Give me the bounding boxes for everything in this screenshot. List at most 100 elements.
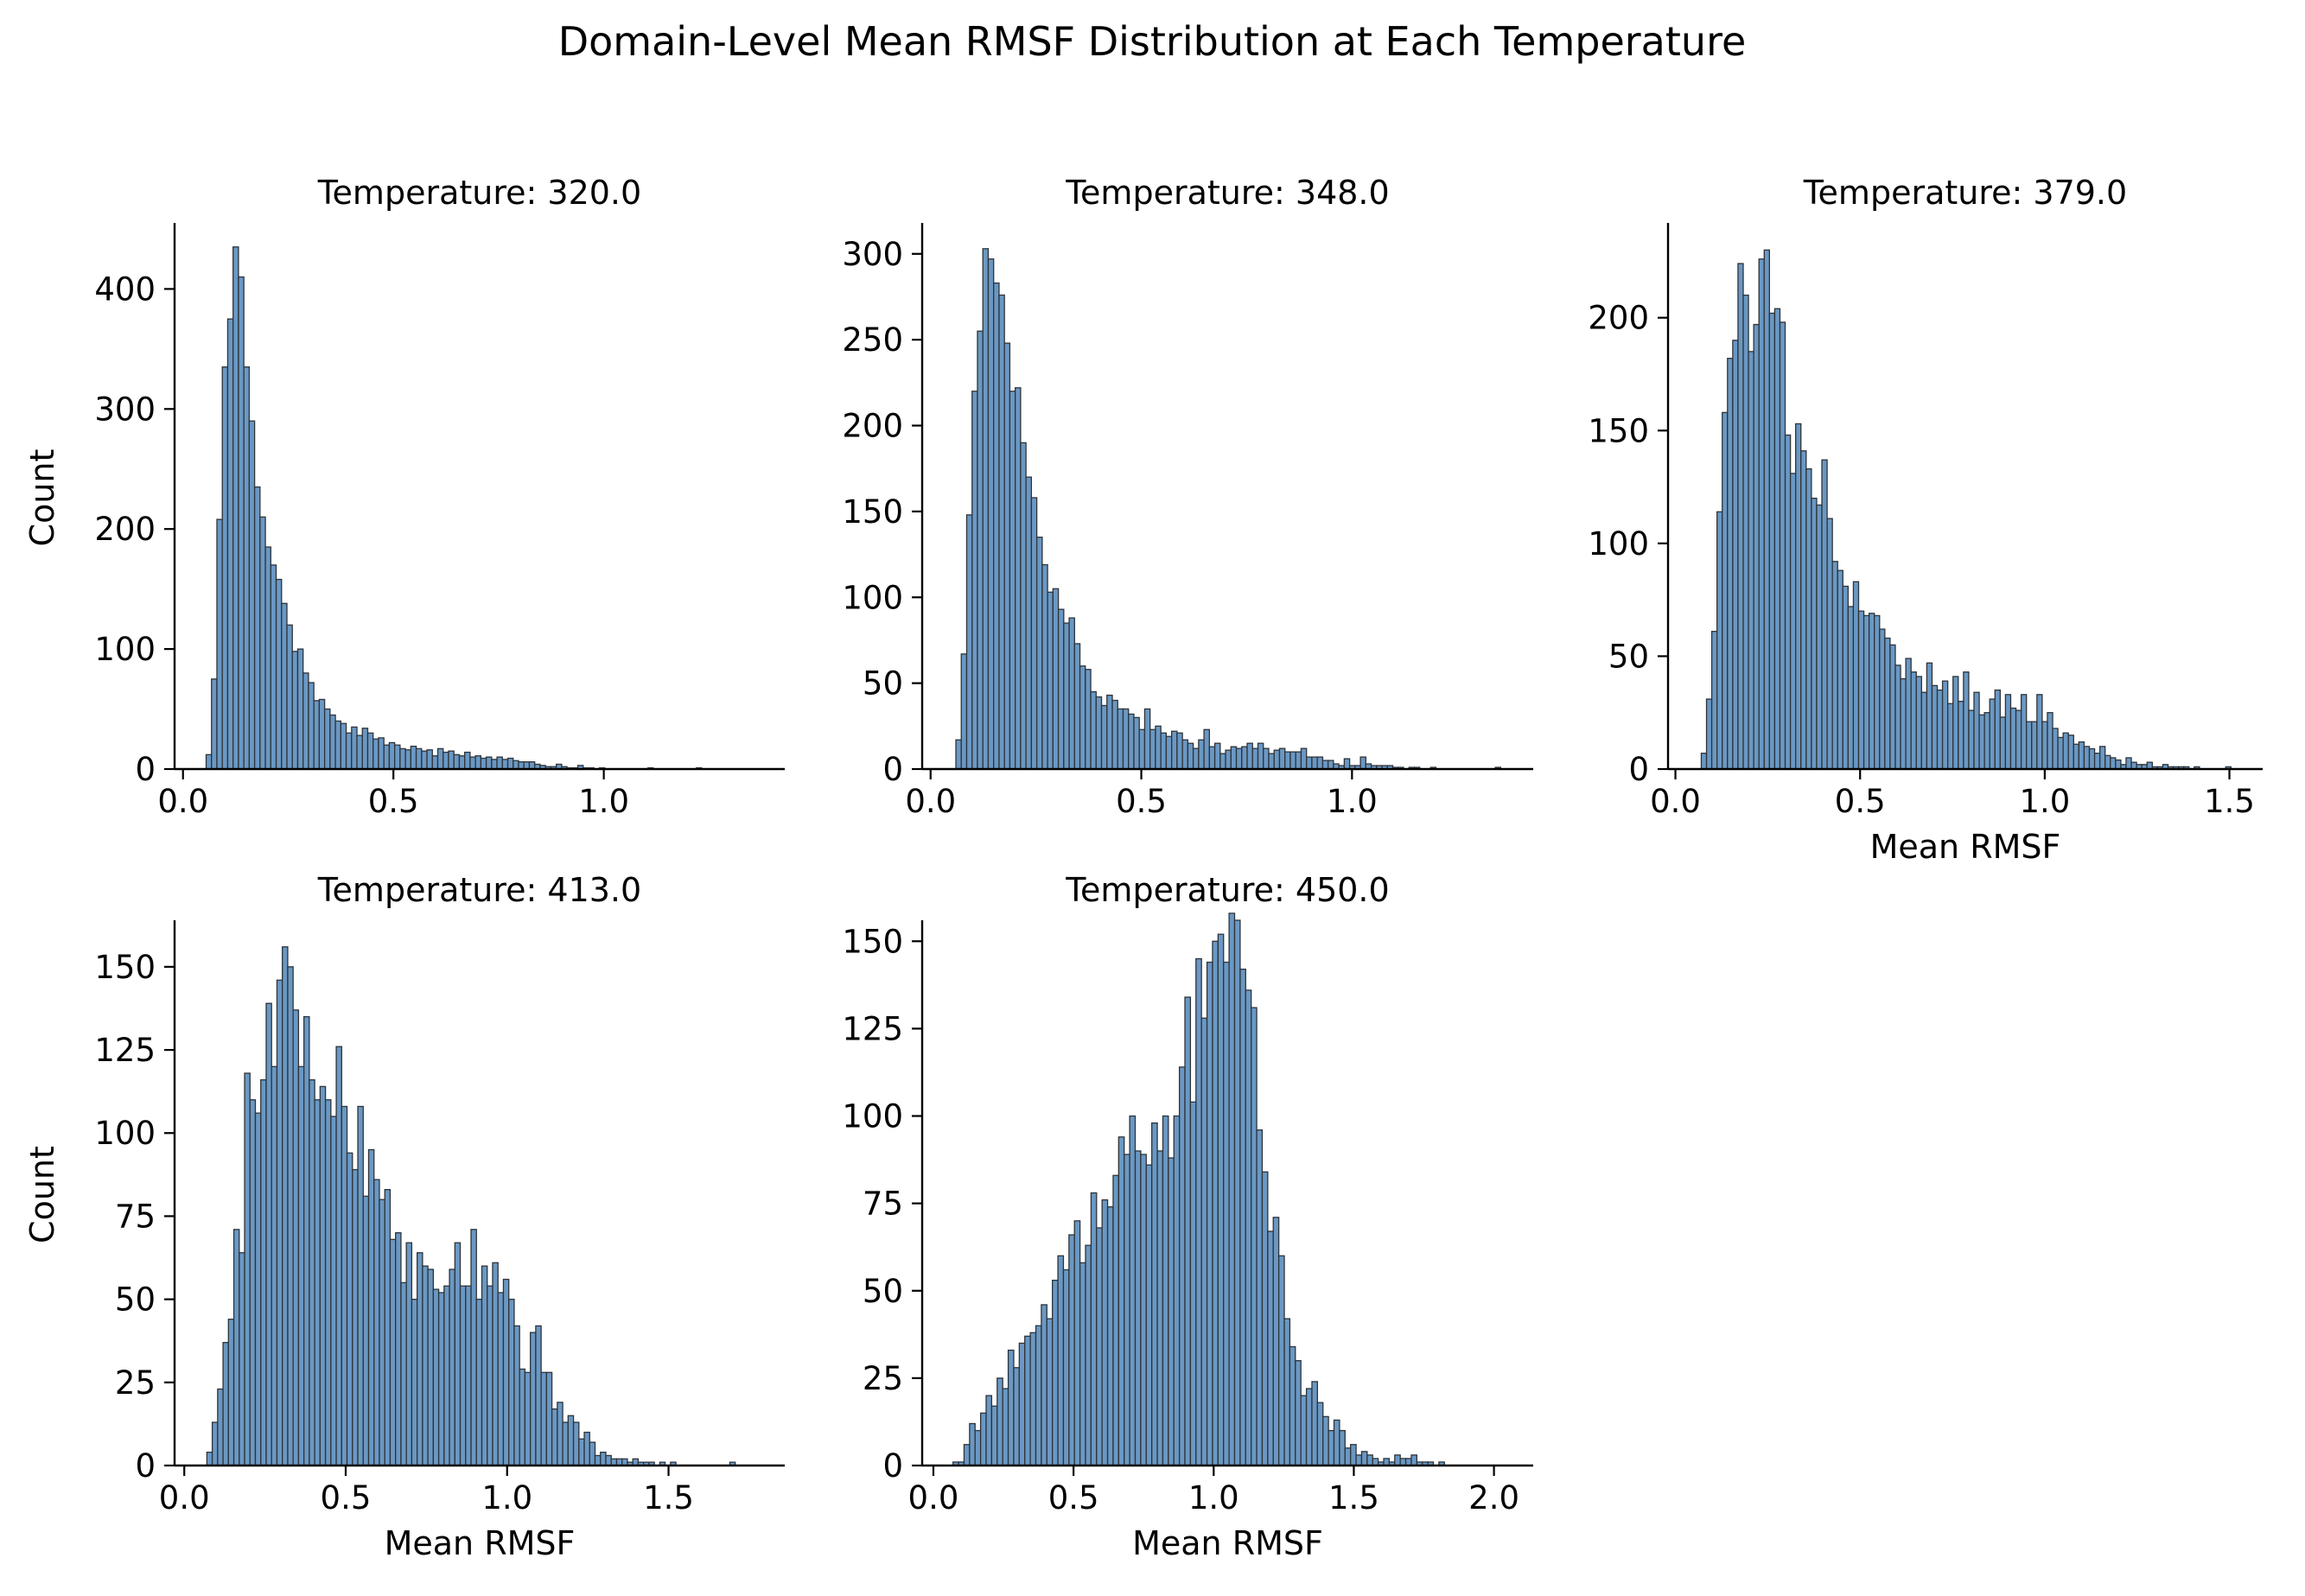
histogram-bar xyxy=(1035,537,1043,770)
y-tick-label: 100 xyxy=(94,1115,156,1152)
histogram-bar xyxy=(465,1285,472,1466)
histogram-bar xyxy=(1831,561,1838,770)
histogram-bar xyxy=(1868,613,1875,770)
histogram-bar xyxy=(378,737,385,770)
histogram-bar xyxy=(1046,1318,1054,1466)
histogram-bar xyxy=(1057,608,1065,770)
histogram-bar xyxy=(1316,756,1324,770)
histogram-bar xyxy=(222,1341,229,1466)
histogram-bar xyxy=(296,648,304,770)
histogram-bar xyxy=(211,1421,219,1466)
histogram-bar xyxy=(1343,758,1351,770)
histogram-bar xyxy=(244,1072,251,1466)
histogram-bar xyxy=(480,757,487,770)
histogram-bar xyxy=(1155,725,1162,770)
x-tick-label: 0.0 xyxy=(159,1479,210,1517)
histogram-bar xyxy=(217,1388,224,1466)
histogram-bar xyxy=(373,1179,380,1466)
histogram-bar xyxy=(1117,1136,1125,1466)
histogram-bar xyxy=(998,294,1005,770)
histogram-bar xyxy=(1305,1388,1313,1466)
histogram-bar xyxy=(993,282,1000,770)
histogram-bar xyxy=(1311,1381,1318,1466)
histogram-bar xyxy=(318,698,326,770)
histogram-bar xyxy=(990,1405,998,1466)
histogram-bar xyxy=(502,1278,510,1466)
y-tick-label: 0 xyxy=(135,1447,156,1485)
histogram-bar xyxy=(2073,743,2080,770)
histogram-bar xyxy=(2088,747,2096,770)
histogram-bar xyxy=(1176,732,1183,770)
histogram-bar xyxy=(1203,728,1210,770)
histogram-bar xyxy=(1952,676,1959,770)
histogram-bar xyxy=(340,722,347,770)
histogram-bar xyxy=(506,757,514,770)
histogram-bar xyxy=(264,546,271,770)
histogram-bar xyxy=(1936,689,1944,770)
histogram-bar xyxy=(443,1285,450,1466)
histogram-bar xyxy=(1035,1325,1042,1466)
histogram-bar xyxy=(540,1371,548,1466)
histogram-bar xyxy=(1245,989,1252,1466)
histogram-bar xyxy=(1283,1318,1291,1466)
histogram-bar xyxy=(426,749,433,770)
histogram-bar xyxy=(421,750,428,770)
histogram-bar xyxy=(436,747,444,770)
histogram-bar xyxy=(1268,753,1275,770)
y-tick-label: 150 xyxy=(94,949,156,986)
histogram-bar xyxy=(1399,1458,1407,1466)
histogram-bar xyxy=(291,651,299,770)
histogram-bar xyxy=(1826,518,1833,770)
histogram-bar xyxy=(448,750,455,770)
histogram-bar xyxy=(589,1441,596,1466)
histogram-bar xyxy=(411,1298,418,1466)
histogram-bar xyxy=(1322,1415,1329,1466)
histogram-bar xyxy=(1989,698,1996,770)
histogram-bar xyxy=(400,1281,407,1466)
histogram-bar xyxy=(323,708,331,770)
histogram-bar xyxy=(275,578,283,770)
histogram-bar xyxy=(1278,747,1286,770)
histogram-bar xyxy=(238,276,245,770)
histogram-bar xyxy=(1090,690,1097,770)
histogram-bar xyxy=(971,391,978,770)
histogram-bar xyxy=(1784,434,1792,770)
histogram-bars xyxy=(206,946,736,1466)
histogram-bar xyxy=(1963,671,1970,770)
histogram-bar xyxy=(470,1229,477,1466)
histogram-bar xyxy=(1128,713,1135,770)
histogram-bar xyxy=(1816,504,1823,770)
histogram-bar xyxy=(330,1116,337,1466)
histogram-bar xyxy=(1958,701,1964,770)
x-tick-label: 1.0 xyxy=(578,783,629,820)
histogram-bar xyxy=(1030,497,1038,770)
x-tick-label: 2.0 xyxy=(1468,1479,1519,1517)
histogram-bar xyxy=(1300,1395,1308,1466)
histogram-bar xyxy=(1241,746,1248,770)
histogram-bar xyxy=(1106,694,1113,770)
histogram-bar xyxy=(513,1325,520,1466)
histogram-bar xyxy=(1096,1227,1103,1466)
histogram-bar xyxy=(464,751,471,770)
histogram-bar xyxy=(2041,721,2048,770)
histogram-bar xyxy=(1261,1171,1269,1466)
histogram-bar xyxy=(955,739,962,770)
histogram-bar xyxy=(487,1285,493,1466)
histogram-bar xyxy=(282,946,289,1466)
histogram-bar xyxy=(1133,716,1140,770)
histogram-bar xyxy=(1359,756,1366,770)
histogram-bar xyxy=(2062,732,2069,770)
histogram-bar xyxy=(1894,664,1901,770)
histogram-bar xyxy=(481,1265,488,1466)
histogram-bar xyxy=(562,1421,569,1466)
histogram-bar xyxy=(1117,708,1124,770)
histogram-bar xyxy=(399,747,406,770)
histogram-bar xyxy=(1263,747,1270,770)
histogram-bar xyxy=(1328,1429,1335,1466)
histogram-bar xyxy=(276,979,283,1466)
histogram-bar xyxy=(594,1454,602,1466)
histogram-bar xyxy=(1024,1335,1031,1466)
histogram-bar xyxy=(431,755,439,770)
histogram-bar xyxy=(1233,919,1241,1466)
y-tick-label: 50 xyxy=(115,1281,156,1319)
